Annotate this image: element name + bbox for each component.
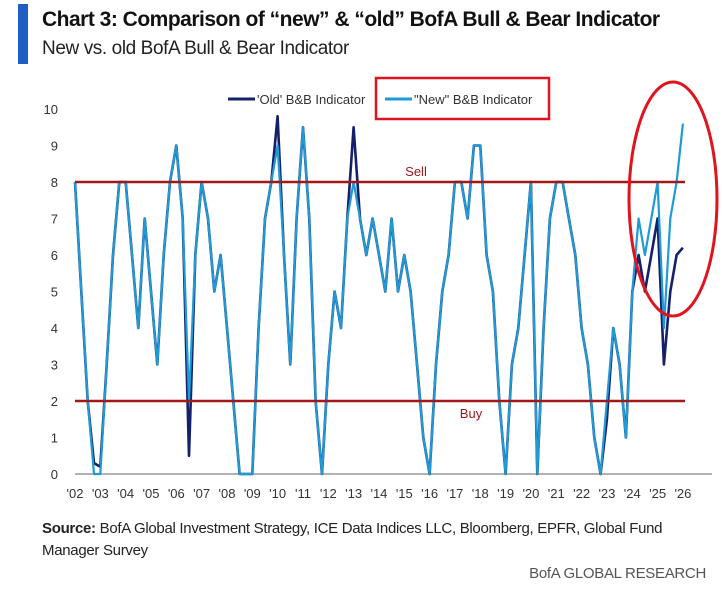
x-tick-label: '02 — [67, 486, 84, 501]
x-tick-label: '10 — [269, 486, 286, 501]
x-tick-label: '13 — [345, 486, 362, 501]
x-tick-label: '05 — [143, 486, 160, 501]
legend-label: 'Old' B&B Indicator — [257, 92, 366, 107]
recent-period-highlight-ellipse — [627, 80, 719, 318]
x-tick-label: '04 — [117, 486, 134, 501]
x-tick-label: '14 — [370, 486, 387, 501]
x-tick-label: '07 — [193, 486, 210, 501]
threshold-label-sell: Sell — [405, 164, 427, 179]
y-tick-label: 2 — [51, 394, 58, 409]
x-tick-label: '09 — [244, 486, 261, 501]
y-tick-label: 0 — [51, 467, 58, 482]
y-tick-label: 8 — [51, 175, 58, 190]
chart-subtitle: New vs. old BofA Bull & Bear Indicator — [42, 38, 349, 59]
x-tick-label: '24 — [624, 486, 641, 501]
y-tick-label: 7 — [51, 212, 58, 227]
brand-label: BofA GLOBAL RESEARCH — [529, 565, 706, 582]
y-tick-label: 10 — [44, 102, 58, 117]
y-tick-label: 4 — [51, 321, 58, 336]
x-tick-label: '22 — [573, 486, 590, 501]
x-tick-label: '19 — [497, 486, 514, 501]
x-tick-label: '12 — [320, 486, 337, 501]
x-tick-label: '20 — [522, 486, 539, 501]
legend-highlight-box — [374, 76, 551, 121]
x-tick-label: '11 — [295, 486, 311, 501]
threshold-label-buy: Buy — [460, 406, 483, 421]
y-tick-label: 1 — [51, 431, 58, 446]
legend-label: "New" B&B Indicator — [414, 92, 533, 107]
y-tick-label: 5 — [51, 285, 58, 300]
x-tick-label: '25 — [649, 486, 666, 501]
source-note: Source: BofA Global Investment Strategy,… — [42, 518, 702, 562]
x-tick-label: '06 — [168, 486, 185, 501]
x-tick-label: '17 — [446, 486, 463, 501]
accent-bar — [18, 4, 28, 64]
x-tick-label: '26 — [674, 486, 691, 501]
x-tick-label: '08 — [219, 486, 236, 501]
x-tick-label: '23 — [598, 486, 615, 501]
x-tick-label: '03 — [92, 486, 109, 501]
source-text: BofA Global Investment Strategy, ICE Dat… — [42, 520, 663, 559]
chart-title: Chart 3: Comparison of “new” & “old” Bof… — [42, 8, 660, 31]
y-tick-label: 9 — [51, 139, 58, 154]
chart-plot: 0 1 2 3 4 5 6 7 8 9 10 '02 '03 '04 '05 '06 '07 '08 '09 '10 '… — [44, 76, 719, 501]
series-line-new — [73, 123, 684, 476]
x-tick-label: '18 — [472, 486, 489, 501]
y-tick-label: 3 — [51, 358, 58, 373]
y-tick-label: 6 — [51, 248, 58, 263]
source-label: Source: — [42, 520, 96, 537]
x-tick-label: '15 — [396, 486, 413, 501]
x-tick-label: '21 — [548, 486, 565, 501]
x-tick-label: '16 — [421, 486, 438, 501]
